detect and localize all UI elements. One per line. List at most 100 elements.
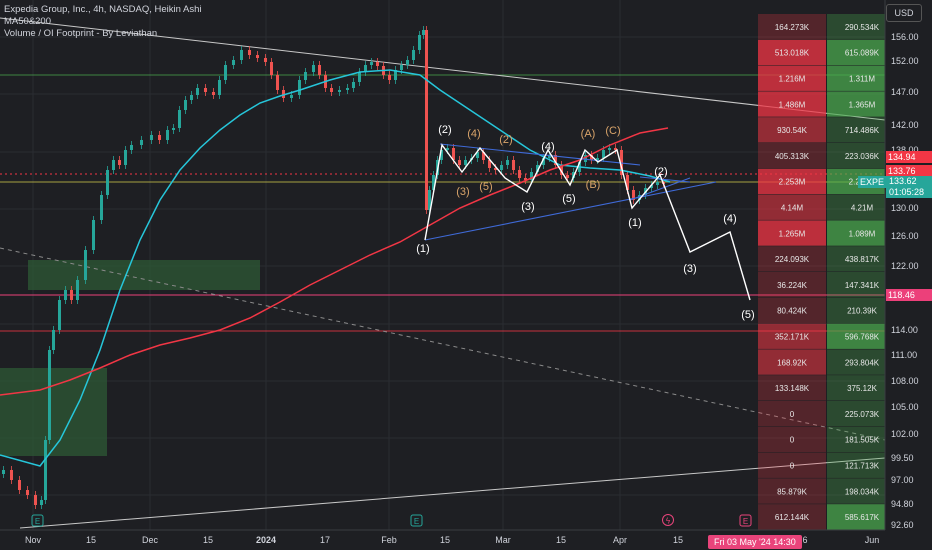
footprint-buy-value: 4.21M (851, 204, 874, 213)
candle-body (26, 490, 29, 495)
candle-body (240, 50, 243, 60)
wave-label: (5) (479, 181, 492, 193)
candle-body (542, 158, 545, 165)
candle-body (276, 75, 279, 90)
wave-label: (5) (562, 193, 575, 205)
candle-body (150, 135, 153, 140)
symbol-title[interactable]: Expedia Group, Inc., 4h, NASDAQ, Heikin … (4, 4, 202, 15)
footprint-sell-value: 85.879K (777, 487, 807, 496)
candle-body (512, 160, 515, 170)
footprint-sell-value: 0 (790, 436, 795, 445)
candle-body (76, 280, 79, 300)
candle-body (518, 170, 521, 178)
footprint-sell-value: 1.486M (779, 100, 806, 109)
time-axis-label: Apr (613, 535, 627, 545)
trendline-ascending[interactable] (19, 457, 886, 529)
wave-label: (B) (586, 179, 601, 191)
price-axis-label: 102.00 (891, 429, 919, 439)
candle-body (432, 175, 435, 190)
candle-body (130, 145, 133, 150)
candle-body (304, 72, 307, 80)
time-axis-label: Feb (381, 535, 397, 545)
footprint-row: 4.14M 4.21M (758, 194, 885, 220)
wave-label: (4) (541, 141, 554, 153)
footprint-indicator-label[interactable]: Volume / OI Footprint - By Leviathan (4, 28, 158, 39)
candle-body (112, 160, 115, 170)
candle-body (536, 165, 539, 172)
footprint-row: 164.273K 290.534K (758, 14, 885, 40)
price-axis-label: 105.00 (891, 402, 919, 412)
candle-body (232, 60, 235, 65)
footprint-row: 930.54K 714.486K (758, 117, 885, 143)
footprint-sell-value: 168.92K (777, 358, 807, 367)
event-markers[interactable]: E E ϟ E (31, 514, 752, 527)
wave-label: (4) (723, 213, 736, 225)
candle-body (218, 80, 221, 95)
time-axis-label: 15 (673, 535, 683, 545)
candle-body (52, 330, 55, 350)
candle-body (656, 182, 659, 185)
candle-body (400, 65, 403, 70)
footprint-row: 80.424K 210.39K (758, 297, 885, 324)
candle-body (364, 65, 367, 72)
candle-body (566, 175, 569, 178)
trendline-descending[interactable] (0, 17, 886, 121)
wave-label: (3) (456, 186, 469, 198)
price-axis-label: 142.00 (891, 120, 919, 130)
candle-body (614, 148, 617, 150)
candle-body (548, 155, 551, 158)
footprint-sell-value: 1.216M (779, 75, 806, 84)
footprint-buy-value: 1.311M (849, 75, 875, 84)
price-axis-label: 126.00 (891, 231, 919, 241)
wave-label: (4) (467, 128, 480, 140)
footprint-buy-value: 585.617K (845, 513, 880, 522)
time-axis-label: 15 (203, 535, 213, 545)
price-tag-11846: 118.46 (886, 289, 932, 301)
currency-button[interactable]: USD (886, 4, 922, 22)
footprint-buy-value: 198.034K (845, 487, 880, 496)
footprint-row: 612.144K 585.617K (758, 504, 885, 530)
candle-body (346, 88, 349, 90)
candle-body (212, 92, 215, 95)
candle-body (590, 155, 593, 160)
footprint-buy-value: 438.817K (845, 255, 880, 264)
price-axis-label: 111.00 (891, 350, 917, 360)
candle-body (70, 290, 73, 300)
candle-body (92, 220, 95, 250)
footprint-buy-value: 615.089K (845, 49, 880, 58)
time-axis-label: Dec (142, 535, 159, 545)
footprint-sell-value: 0 (790, 462, 795, 471)
candle-body (64, 290, 67, 300)
candle-body (10, 470, 13, 480)
time-axis-label: Nov (25, 535, 42, 545)
ma-indicator-label[interactable]: MA50&200 (4, 16, 52, 27)
wave-label: (5) (741, 309, 754, 321)
footprint-buy-value: 293.804K (845, 358, 880, 367)
price-axis-label: 138.00 (891, 145, 919, 155)
candle-body (84, 250, 87, 280)
footprint-sell-value: 80.424K (777, 307, 807, 316)
candle-body (178, 110, 181, 128)
price-axis-label: 152.00 (891, 56, 919, 66)
wave-label: (2) (438, 124, 451, 136)
candle-body (124, 150, 127, 165)
candle-body (352, 82, 355, 88)
candle-body (18, 480, 21, 490)
triangle-lines[interactable] (424, 143, 717, 241)
footprint-row: 85.879K 198.034K (758, 478, 885, 504)
earnings-marker: E (414, 517, 419, 526)
footprint-row: 133.148K 375.12K (758, 375, 885, 401)
candle-body (506, 160, 509, 165)
elliott-wave-path[interactable] (424, 143, 751, 301)
candle-body (440, 150, 443, 160)
candle-body (204, 88, 207, 92)
current-price: 133.62 (889, 176, 917, 186)
trendline-dashed[interactable] (0, 247, 886, 441)
candle-body (554, 155, 557, 165)
candle-body (394, 70, 397, 80)
footprint-buy-value: 375.12K (847, 384, 877, 393)
footprint-buy-value: 147.341K (845, 281, 880, 290)
candle-body (44, 440, 47, 500)
demand-zone-upper (28, 260, 260, 290)
